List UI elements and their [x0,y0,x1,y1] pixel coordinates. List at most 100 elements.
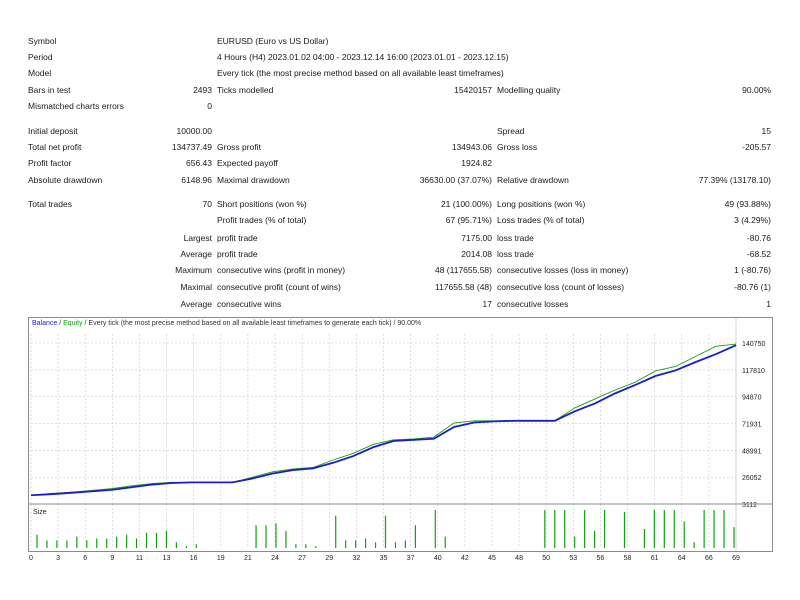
legend-separator: / [57,320,64,327]
trade-value: Largest [183,233,212,243]
trade-value: 117655.58 (48) [434,282,492,292]
stat-label: Expected payoff [217,158,278,168]
row-label: Period [28,52,53,62]
stat-value: 134943.06 [451,142,492,152]
trade-value: Average [180,249,212,259]
row-value: 15420157 [454,85,492,95]
stat-label: Profit factor [28,158,72,168]
trade-label: profit trade [217,249,258,259]
x-tick-label: 6 [83,555,87,562]
x-tick-label: 66 [705,555,713,562]
row-value: 90.00% [742,85,771,95]
stat-value: -205.57 [742,142,771,152]
row-label: Mismatched charts errors [28,101,124,111]
x-tick-label: 53 [569,555,577,562]
trade-label: profit trade [217,233,258,243]
trade-label: loss trade [497,249,534,259]
stat-label: Absolute drawdown [28,175,103,185]
balance-line [30,344,737,497]
trade-label: Long positions (won %) [497,199,586,209]
legend-description: / Every tick (the most precise method ba… [82,320,422,327]
trade-value: 21 (100.00%) [440,199,492,209]
trade-value: 7175.00 [461,233,492,243]
y-tick-label: 3112 [742,502,757,509]
balance-equity-chart: 140750 117810 94870 71931 48991 26052 3112 Size [29,318,772,551]
x-tick-label: 61 [651,555,659,562]
stat-value: 6148.96 [181,175,212,185]
x-axis-labels: 0 3 6 9 11 13 16 19 21 24 27 29 32 35 37 40 42 45 48 50 53 56… [29,555,740,562]
chart-legend: Balance / Equity / Every tick (the most … [32,320,421,327]
trade-label: Short positions (won %) [217,199,307,209]
x-tick-label: 58 [624,555,632,562]
stat-value: 15 [761,126,771,136]
trade-value: Maximum [175,265,212,275]
trade-value: 70 [202,199,212,209]
x-tick-label: 0 [29,555,33,562]
row-label: Model [28,68,52,78]
row-label: Ticks modelled [217,85,274,95]
stat-value: 1924.82 [461,158,492,168]
y-tick-label: 71931 [742,422,762,429]
y-tick-label: 94870 [742,395,762,402]
trade-value: 3 (4.29%) [734,215,771,225]
x-tick-label: 64 [678,555,686,562]
stat-label: Spread [497,126,525,136]
x-tick-label: 40 [434,555,442,562]
legend-equity: Equity [63,320,83,327]
stat-value: 10000.00 [176,126,212,136]
row-label: Bars in test [28,85,71,95]
trade-value: -68.52 [746,249,771,259]
trade-value: 2014.08 [461,249,492,259]
x-tick-label: 35 [380,555,388,562]
x-tick-label: 9 [110,555,114,562]
y-tick-label: 117810 [742,368,765,375]
stat-value: 36630.00 (37.07%) [419,175,492,185]
y-tick-label: 26052 [742,475,762,482]
trade-label: Total trades [28,199,72,209]
equity-line [30,343,737,496]
trade-value: 1 [766,299,771,309]
trade-label: consecutive losses [497,299,569,309]
x-tick-label: 50 [542,555,550,562]
stat-label: Gross profit [217,142,261,152]
trade-value: -80.76 (1) [734,282,771,292]
stat-label: Maximal drawdown [217,175,290,185]
x-tick-label: 42 [461,555,469,562]
stat-value: 77.39% (13178.10) [698,175,771,185]
x-tick-label: 13 [163,555,171,562]
stat-label: Initial deposit [28,126,78,136]
row-label: Symbol [28,36,57,46]
row-text: 4 Hours (H4) 2023.01.02 04:00 - 2023.12.… [217,52,509,62]
trade-value: 48 (117655.58) [434,265,492,275]
trade-value: -80.76 [746,233,771,243]
y-tick-label: 48991 [742,448,762,455]
x-tick-label: 69 [732,555,740,562]
row-value: 0 [207,101,212,111]
trade-value: Maximal [180,282,212,292]
x-tick-label: 29 [325,555,333,562]
trade-label: Loss trades (% of total) [497,215,585,225]
row-text: Every tick (the most precise method base… [217,68,504,78]
trade-label: Profit trades (% of total) [217,215,307,225]
x-tick-label: 19 [217,555,225,562]
x-tick-label: 11 [136,555,143,562]
trade-label: loss trade [497,233,534,243]
trade-value: 17 [482,299,492,309]
x-tick-label: 32 [352,555,360,562]
trade-label: consecutive wins (profit in money) [217,265,346,275]
trade-value: 49 (93.88%) [724,199,771,209]
x-tick-label: 27 [298,555,306,562]
row-value: 2493 [193,85,212,95]
stat-value: 134737.49 [171,142,212,152]
x-tick-label: 16 [190,555,198,562]
row-label: Modelling quality [497,85,561,95]
x-tick-label: 24 [271,555,279,562]
trade-value: Average [180,299,212,309]
legend-balance: Balance [32,320,58,327]
trade-label: consecutive profit (count of wins) [217,282,341,292]
x-tick-label: 48 [515,555,523,562]
trade-label: consecutive loss (count of losses) [497,282,625,292]
chart-panel: Balance / Equity / Every tick (the most … [28,317,773,552]
x-tick-label: 45 [488,555,496,562]
trade-label: consecutive wins [217,299,282,309]
